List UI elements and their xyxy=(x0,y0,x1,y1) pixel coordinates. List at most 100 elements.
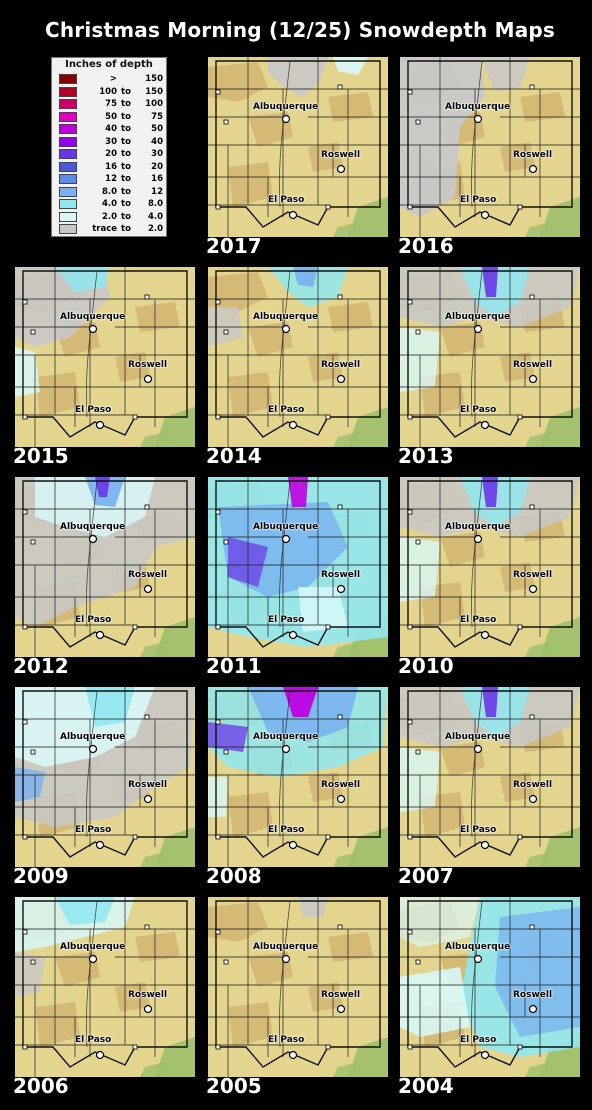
legend-swatch xyxy=(59,111,77,122)
city-label-roswell: Roswell xyxy=(128,570,168,580)
city-label-albuquerque: Albuquerque xyxy=(60,732,126,742)
city-label-el-paso: El Paso xyxy=(268,195,305,205)
legend-row: 40 to 50 xyxy=(55,124,165,135)
snowdepth-map-2013: Albuquerque Roswell El Paso xyxy=(400,267,580,447)
year-label-2004: 2004 xyxy=(398,1074,454,1098)
legend-low-value: 75 xyxy=(105,99,117,109)
legend-to-label: to xyxy=(121,99,131,109)
year-label-2008: 2008 xyxy=(206,864,262,888)
legend-row: 4.0 to 8.0 xyxy=(55,199,165,210)
legend-high-value: 16 xyxy=(151,174,163,184)
legend-row: trace to 2.0 xyxy=(55,224,165,235)
legend-to-label: to xyxy=(121,149,131,159)
city-label-el-paso: El Paso xyxy=(75,615,112,625)
year-label-2015: 2015 xyxy=(13,444,69,468)
snowdepth-map-2015: Albuquerque Roswell El Paso xyxy=(15,267,195,447)
snowdepth-map-2007: Albuquerque Roswell El Paso xyxy=(400,687,580,867)
legend-high-value: 150 xyxy=(145,74,163,84)
snowdepth-map-2005: Albuquerque Roswell El Paso xyxy=(208,897,388,1077)
city-label-el-paso: El Paso xyxy=(268,405,305,415)
city-label-albuquerque: Albuquerque xyxy=(60,942,126,952)
city-label-roswell: Roswell xyxy=(128,990,168,1000)
city-label-roswell: Roswell xyxy=(128,360,168,370)
city-label-el-paso: El Paso xyxy=(75,825,112,835)
snowdepth-map-2009: Albuquerque Roswell El Paso xyxy=(15,687,195,867)
snowdepth-map-2010: Albuquerque Roswell El Paso xyxy=(400,477,580,657)
legend-row: 30 to 40 xyxy=(55,136,165,148)
legend-to-label: to xyxy=(121,124,131,134)
city-label-roswell: Roswell xyxy=(321,570,361,580)
legend-row: 8.0 to 12 xyxy=(55,186,165,198)
legend-swatch xyxy=(59,199,77,209)
year-label-2017: 2017 xyxy=(206,234,262,258)
state-map-graphic xyxy=(208,57,388,237)
city-label-roswell: Roswell xyxy=(128,780,168,790)
city-label-albuquerque: Albuquerque xyxy=(60,522,126,532)
city-label-roswell: Roswell xyxy=(513,360,553,370)
legend-row: 50 to 75 xyxy=(55,111,165,123)
legend-row: 16 to 20 xyxy=(55,161,165,173)
legend-swatch xyxy=(59,124,77,134)
state-map-graphic xyxy=(400,477,580,657)
legend-row: >150 xyxy=(55,74,165,85)
snowdepth-map-2012: Albuquerque Roswell El Paso xyxy=(15,477,195,657)
city-label-albuquerque: Albuquerque xyxy=(60,312,126,322)
city-label-el-paso: El Paso xyxy=(268,1035,305,1045)
snowdepth-map-2006: Albuquerque Roswell El Paso xyxy=(15,897,195,1077)
legend-swatch xyxy=(59,211,77,222)
legend-swatch xyxy=(59,99,77,109)
legend-high-value: 150 xyxy=(145,86,163,97)
legend-high-value: 40 xyxy=(151,136,163,147)
city-label-el-paso: El Paso xyxy=(460,1035,497,1045)
snowdepth-map-2008: Albuquerque Roswell El Paso xyxy=(208,687,388,867)
city-label-el-paso: El Paso xyxy=(460,615,497,625)
city-label-albuquerque: Albuquerque xyxy=(445,312,511,322)
legend-low-value: 8.0 xyxy=(101,186,117,197)
legend-swatch xyxy=(59,186,77,197)
legend-to-label: to xyxy=(121,224,131,234)
legend-to-label: to xyxy=(121,199,131,209)
city-label-albuquerque: Albuquerque xyxy=(445,732,511,742)
legend-high-value: 75 xyxy=(151,111,163,122)
snowdepth-map-2011: Albuquerque Roswell El Paso xyxy=(208,477,388,657)
legend-swatch xyxy=(59,224,77,234)
legend-swatch xyxy=(59,174,77,184)
legend-low-value: 2.0 xyxy=(101,211,117,222)
state-map-graphic xyxy=(15,687,195,867)
legend-to-label: to xyxy=(121,174,131,184)
snowdepth-map-2016: Albuquerque Roswell El Paso xyxy=(400,57,580,237)
state-map-graphic xyxy=(15,477,195,657)
city-label-roswell: Roswell xyxy=(321,150,361,160)
city-label-roswell: Roswell xyxy=(513,780,553,790)
city-label-el-paso: El Paso xyxy=(75,405,112,415)
legend-high-value: 4.0 xyxy=(147,211,163,222)
year-label-2009: 2009 xyxy=(13,864,69,888)
page-title: Christmas Morning (12/25) Snowdepth Maps xyxy=(44,18,556,42)
legend-high-value: 50 xyxy=(151,124,163,134)
legend-to-label: to xyxy=(121,186,131,197)
legend-to-label: to xyxy=(121,86,131,97)
legend-swatch xyxy=(59,86,77,97)
city-label-albuquerque: Albuquerque xyxy=(445,522,511,532)
legend-low-value: 50 xyxy=(105,111,117,122)
state-map-graphic xyxy=(400,687,580,867)
legend-swatch xyxy=(59,74,77,84)
legend-low-value: trace xyxy=(92,224,117,234)
state-map-graphic xyxy=(208,267,388,447)
legend-low-value: 100 xyxy=(99,86,117,97)
legend-high-value: 2.0 xyxy=(147,224,163,234)
legend-row: 12 to 16 xyxy=(55,174,165,185)
snowdepth-map-2017: Albuquerque Roswell El Paso xyxy=(208,57,388,237)
city-label-el-paso: El Paso xyxy=(460,405,497,415)
year-label-2014: 2014 xyxy=(206,444,262,468)
legend-low-value: 30 xyxy=(105,136,117,147)
year-label-2010: 2010 xyxy=(398,654,454,678)
state-map-graphic xyxy=(400,897,580,1077)
snowdepth-map-2004: Albuquerque Roswell El Paso xyxy=(400,897,580,1077)
state-map-graphic xyxy=(208,687,388,867)
legend-high-value: 100 xyxy=(145,99,163,109)
snowdepth-legend: Inches of depth >150 100 to 150 75 to 100 50 to 7… xyxy=(51,57,167,237)
year-label-2016: 2016 xyxy=(398,234,454,258)
city-label-albuquerque: Albuquerque xyxy=(253,102,319,112)
city-label-el-paso: El Paso xyxy=(268,825,305,835)
